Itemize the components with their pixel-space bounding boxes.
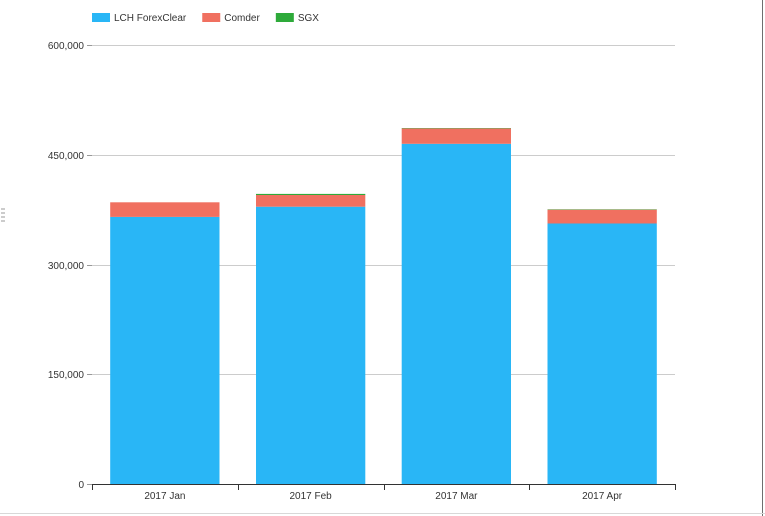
legend-swatch	[275, 13, 294, 22]
x-tick-label: 2017 Mar	[435, 491, 478, 502]
legend: LCH ForexClear Comder SGX	[92, 13, 319, 24]
legend-swatch	[92, 13, 110, 22]
bar-segment-lch-forexclear[interactable]	[401, 143, 511, 485]
resize-grip-icon[interactable]	[1, 208, 5, 222]
bar-segment-comder[interactable]	[110, 202, 220, 217]
bar-segment-lch-forexclear[interactable]	[110, 216, 220, 484]
x-tick-label: 2017 Apr	[582, 491, 623, 502]
y-tick-label: 0	[78, 480, 84, 491]
x-tick-label: 2017 Jan	[144, 491, 185, 502]
bar-segment-sgx[interactable]	[256, 193, 366, 195]
y-tick-label: 300,000	[48, 261, 85, 272]
legend-item[interactable]: Comder	[202, 13, 260, 24]
x-axis: 2017 Jan 2017 Feb 2017 Mar 2017 Apr	[92, 484, 676, 502]
legend-item[interactable]: LCH ForexClear	[92, 13, 187, 24]
legend-label: Comder	[224, 13, 260, 24]
x-tick-label: 2017 Feb	[289, 491, 332, 502]
bar-segment-comder[interactable]	[401, 128, 511, 144]
legend-label: LCH ForexClear	[114, 13, 187, 24]
y-tick-label: 600,000	[48, 41, 85, 52]
bar-segment-lch-forexclear[interactable]	[256, 206, 366, 484]
y-tick-label: 450,000	[48, 151, 85, 162]
bar-segment-comder[interactable]	[256, 195, 366, 207]
y-tick-label: 150,000	[48, 370, 85, 381]
bar-segment-comder[interactable]	[547, 209, 657, 224]
y-axis: 0 150,000 300,000 450,000 600,000	[48, 41, 92, 491]
legend-label: SGX	[298, 13, 319, 24]
bar-segment-lch-forexclear[interactable]	[547, 223, 657, 485]
legend-item[interactable]: SGX	[275, 13, 319, 24]
legend-swatch	[202, 13, 221, 22]
bars	[110, 128, 657, 485]
